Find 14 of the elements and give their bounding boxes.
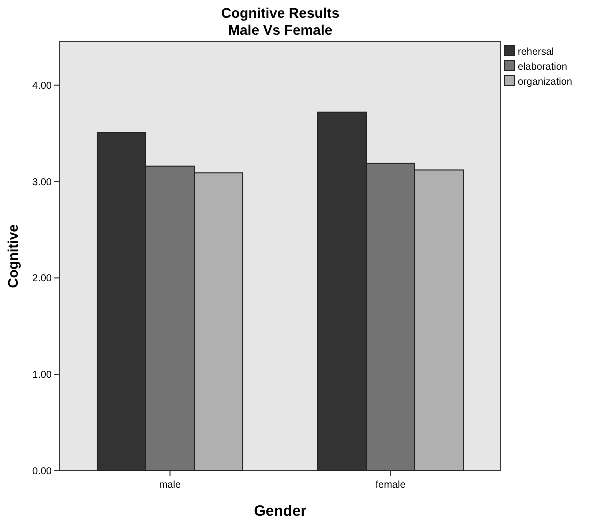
- x-tick-label: male: [159, 480, 182, 491]
- y-tick-label: 4.00: [32, 80, 52, 92]
- chart-title: Cognitive Results: [221, 5, 340, 21]
- chart-subtitle: Male Vs Female: [228, 22, 333, 38]
- y-tick-label: 0.00: [32, 466, 52, 478]
- legend-label: organization: [518, 77, 572, 88]
- legend-label: elaboration: [518, 62, 568, 73]
- y-axis-title: Cognitive: [5, 224, 21, 288]
- x-tick-label: female: [376, 480, 406, 491]
- y-tick-label: 3.00: [32, 177, 52, 188]
- y-tick-label: 1.00: [32, 370, 52, 382]
- y-tick-label: 2.00: [32, 274, 52, 285]
- x-axis-title: Gender: [254, 503, 307, 520]
- legend-label: rehersal: [518, 47, 554, 58]
